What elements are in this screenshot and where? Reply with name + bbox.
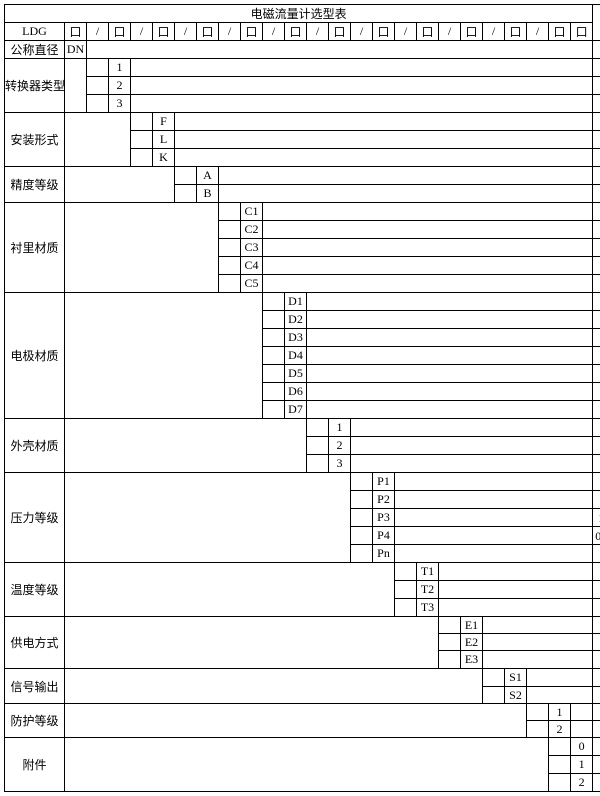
desc-nominal-dia: 10-2000: [593, 41, 600, 59]
func-header: 功能说明: [593, 5, 600, 41]
row-protection: 防护等级: [5, 704, 65, 738]
row-pressure: 压力等级: [5, 473, 65, 563]
selection-table: 电磁流量计选型表 功能说明 LDG 口 /口 /口 /口 /口 /口 /口 /口…: [4, 4, 600, 792]
row-nominal-dia: 公称直径: [5, 41, 65, 59]
row-lining: 衬里材质: [5, 203, 65, 293]
code-dn: DN: [65, 41, 87, 59]
row-power: 供电方式: [5, 617, 65, 669]
row-mounting: 安装形式: [5, 113, 65, 167]
row-electrode: 电极材质: [5, 293, 65, 419]
row-accuracy: 精度等级: [5, 167, 65, 203]
row-housing: 外壳材质: [5, 419, 65, 473]
row-signal: 信号输出: [5, 669, 65, 704]
hdr-sep: /: [87, 23, 109, 41]
row-temp: 温度等级: [5, 563, 65, 617]
model-code: LDG: [5, 23, 65, 41]
hdr-blank: 口: [65, 23, 87, 41]
row-converter: 转换器类型: [5, 59, 65, 113]
table-title: 电磁流量计选型表: [5, 5, 593, 23]
row-accessory: 附件: [5, 738, 65, 792]
